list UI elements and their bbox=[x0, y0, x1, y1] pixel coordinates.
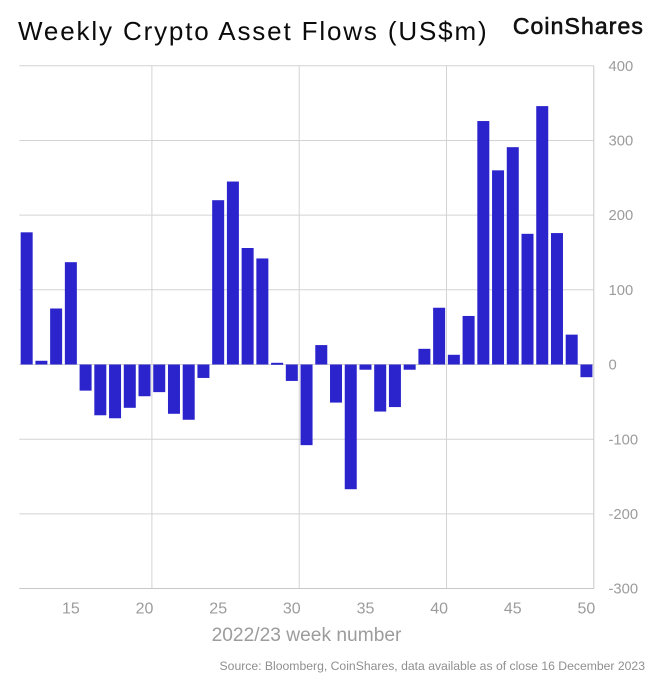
svg-text:-200: -200 bbox=[609, 507, 639, 523]
svg-text:300: 300 bbox=[609, 134, 634, 150]
svg-text:0: 0 bbox=[609, 358, 617, 374]
svg-text:25: 25 bbox=[209, 601, 227, 618]
svg-text:40: 40 bbox=[430, 601, 448, 618]
svg-text:Source: Bloomberg, CoinShares,: Source: Bloomberg, CoinShares, data avai… bbox=[220, 659, 646, 673]
svg-text:-300: -300 bbox=[609, 582, 639, 598]
svg-text:CoinShares: CoinShares bbox=[513, 13, 644, 39]
svg-text:35: 35 bbox=[357, 601, 375, 618]
svg-text:50: 50 bbox=[578, 601, 596, 618]
svg-text:20: 20 bbox=[136, 601, 154, 618]
svg-text:15: 15 bbox=[62, 601, 80, 618]
svg-text:200: 200 bbox=[609, 208, 634, 224]
svg-text:30: 30 bbox=[283, 601, 301, 618]
svg-text:-100: -100 bbox=[609, 432, 639, 448]
svg-text:2022/23 week number: 2022/23 week number bbox=[212, 625, 402, 646]
svg-text:45: 45 bbox=[504, 601, 522, 618]
svg-text:400: 400 bbox=[609, 59, 634, 75]
svg-text:Weekly Crypto Asset Flows (US$: Weekly Crypto Asset Flows (US$m) bbox=[18, 16, 488, 46]
svg-text:100: 100 bbox=[609, 283, 634, 299]
